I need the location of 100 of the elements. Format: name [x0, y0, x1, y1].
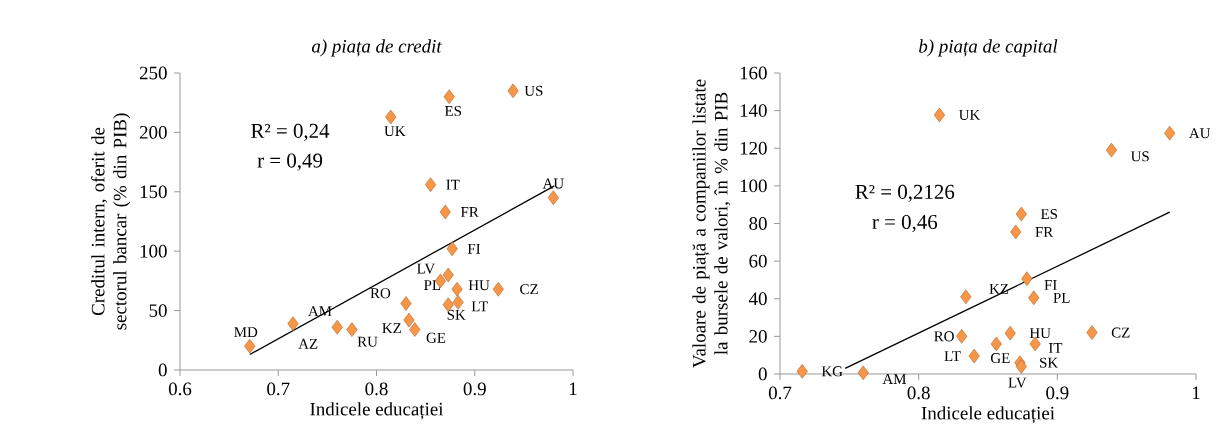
point — [403, 312, 415, 328]
point — [796, 364, 808, 379]
x-tick-label: 0.9 — [1046, 386, 1069, 400]
annotation: AU — [1189, 128, 1211, 139]
y-tick-label: 140 — [740, 104, 767, 117]
x-tick-label: 0.9 — [463, 382, 486, 396]
annotation: CZ — [520, 284, 538, 295]
x-tick-label: 0.8 — [365, 382, 388, 396]
annotation: SK — [447, 309, 466, 320]
y-tick-label: 0 — [758, 367, 767, 381]
annotation: PL — [1053, 292, 1070, 303]
y-tick-label: 100 — [140, 244, 167, 258]
annotation: FR — [1035, 227, 1054, 237]
annotation: US — [1130, 151, 1149, 162]
chart-title: a) piața de credit — [311, 39, 442, 57]
x-tick-label: 0.7 — [768, 386, 792, 400]
point — [446, 241, 458, 257]
annotation: SK — [1040, 357, 1059, 368]
point — [1086, 325, 1098, 340]
y-tick-label: 80 — [749, 217, 767, 230]
y-tick-label: 20 — [749, 329, 767, 343]
annotation: US — [524, 85, 543, 96]
annotation: ES — [444, 105, 461, 116]
point — [507, 83, 519, 99]
annotation: r = 0,46 — [872, 214, 938, 233]
y-tick-label: 120 — [740, 141, 767, 155]
y-tick-label: 200 — [139, 126, 167, 139]
x-tick-label: 0.6 — [168, 382, 192, 396]
annotation: ES — [1040, 209, 1057, 220]
y-tick-label: 50 — [149, 304, 167, 317]
y-tick-label: 250 — [139, 66, 167, 80]
point — [857, 365, 869, 381]
point — [990, 336, 1002, 352]
point — [346, 322, 358, 337]
annotation: HU — [468, 280, 490, 291]
annotation: KZ — [989, 283, 1009, 294]
annotation: FI — [1044, 280, 1057, 290]
annotation: UK — [958, 109, 981, 120]
y-axis-title: Creditul intern, oferit de sectorul bancar (% din PIB) — [91, 113, 131, 330]
point — [443, 89, 455, 105]
point — [1028, 290, 1040, 306]
point — [933, 107, 946, 123]
x-tick-label: 0.8 — [907, 386, 930, 400]
annotation: IT — [446, 179, 460, 190]
x-tick-label: 1 — [1192, 386, 1200, 399]
y-tick-label: 40 — [748, 292, 767, 306]
annotation: FI — [467, 243, 481, 254]
annotation: LT — [471, 301, 488, 312]
point — [425, 177, 437, 192]
annotation: PL — [424, 280, 441, 290]
annotation: GE — [426, 332, 446, 343]
point — [385, 109, 397, 125]
annotation: FR — [460, 207, 479, 217]
annotation: AZ — [298, 338, 318, 349]
y-tick-label: 60 — [749, 254, 767, 268]
annotation: UK — [384, 126, 406, 137]
annotation: KZ — [382, 323, 401, 334]
annotation: LT — [944, 351, 961, 362]
y-tick-label: 160 — [740, 66, 767, 80]
annotation: RU — [357, 336, 378, 347]
annotation: HU — [1029, 328, 1051, 339]
point — [1015, 206, 1027, 222]
point — [439, 204, 451, 220]
annotation: LV — [417, 263, 436, 274]
y-axis-title: Valoare de piață a companiilor listate la bursele de valori, în % din PIB — [692, 79, 731, 368]
annotation: KG — [821, 366, 843, 377]
point — [492, 281, 504, 297]
x-tick-label: 1 — [569, 382, 577, 395]
annotation: LV — [1008, 377, 1027, 388]
point — [960, 289, 972, 305]
chart-title: b) piața de capital — [919, 39, 1058, 57]
point — [1021, 271, 1033, 287]
annotation: IT — [1048, 343, 1063, 353]
point — [956, 329, 968, 344]
point — [968, 348, 980, 364]
annotation: GE — [990, 353, 1010, 364]
point — [287, 316, 299, 331]
y-tick-label: 100 — [740, 179, 767, 193]
point — [1004, 325, 1016, 341]
y-tick-label: 0 — [158, 363, 167, 377]
annotation: RO — [370, 288, 391, 299]
x-tick-label: 0.7 — [267, 382, 290, 396]
point — [1010, 224, 1022, 240]
point — [442, 267, 454, 283]
y-tick-label: 150 — [140, 185, 167, 199]
annotation: AU — [542, 178, 564, 189]
annotation: R² = 0,24 — [251, 123, 330, 141]
point — [547, 190, 559, 206]
annotation: R² = 0,2126 — [855, 184, 955, 202]
point — [331, 319, 343, 335]
point — [451, 281, 463, 297]
annotation: RO — [934, 331, 954, 342]
point — [409, 322, 421, 337]
point — [1105, 142, 1117, 158]
point — [244, 338, 256, 354]
point — [1015, 359, 1027, 374]
annotation: CZ — [1111, 327, 1130, 338]
x-axis-title: Indicele educației — [921, 406, 1055, 424]
annotation: AM — [882, 374, 907, 384]
annotation: r = 0,49 — [257, 153, 323, 171]
